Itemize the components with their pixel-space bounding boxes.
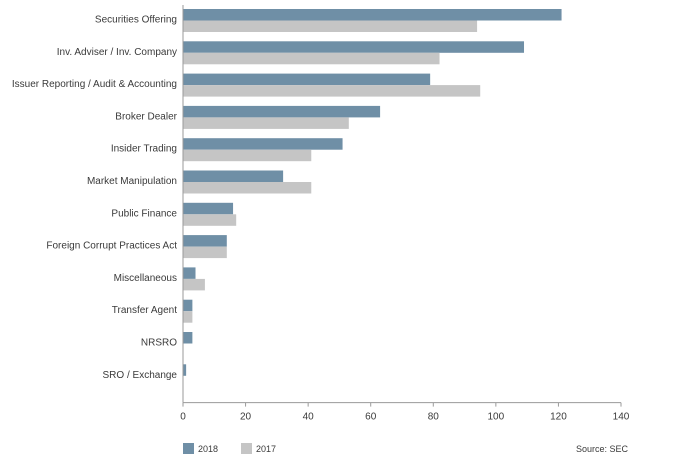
x-tick-label: 120: [550, 412, 567, 423]
bar-2017-1: [183, 52, 440, 65]
x-tick-label: 40: [303, 412, 315, 423]
category-label: Insider Trading: [111, 144, 177, 155]
category-label: NRSRO: [141, 338, 177, 349]
category-label: Miscellaneous: [114, 273, 177, 284]
bar-2017-6: [183, 214, 237, 226]
bar-2017-0: [183, 20, 478, 32]
bar-2018-8: [183, 267, 196, 279]
legend: 2018 2017: [183, 443, 276, 454]
bar-2018-6: [183, 202, 234, 215]
bar-2017-3: [183, 117, 349, 129]
category-label: Market Manipulation: [87, 176, 177, 187]
bar-2018-2: [183, 73, 431, 86]
category-label: Inv. Adviser / Inv. Company: [57, 47, 177, 58]
bar-2018-4: [183, 138, 343, 150]
x-axis-ticks: 0 20 40 60 80 100 120 140: [180, 402, 630, 423]
bar-2018-5: [183, 170, 284, 182]
legend-swatch-2017: [241, 443, 252, 454]
bar-2018-11: [183, 364, 187, 376]
category-label: Securities Offering: [95, 15, 177, 26]
bar-2017-9: [183, 311, 193, 323]
bar-2018-7: [183, 235, 227, 247]
x-tick-label: 140: [613, 412, 630, 423]
x-tick-label: 20: [240, 412, 252, 423]
bar-2017-4: [183, 149, 312, 162]
bars-layer: [183, 9, 562, 376]
source-note: Source: SEC: [576, 444, 629, 454]
category-label: Broker Dealer: [115, 111, 177, 122]
category-label: Transfer Agent: [112, 305, 177, 316]
x-tick-label: 60: [365, 412, 377, 423]
bar-2018-3: [183, 105, 381, 118]
bar-2018-0: [183, 9, 562, 21]
x-tick-label: 100: [488, 412, 505, 423]
category-labels: Securities Offering Inv. Adviser / Inv. C…: [12, 15, 178, 381]
bar-2017-5: [183, 182, 312, 194]
category-label: Issuer Reporting / Audit & Accounting: [12, 79, 177, 90]
legend-swatch-2018: [183, 443, 194, 454]
bar-2018-9: [183, 299, 193, 312]
bar-2017-2: [183, 85, 481, 97]
bar-2017-8: [183, 278, 205, 291]
bar-2018-10: [183, 332, 193, 344]
legend-label-2018: 2018: [198, 444, 218, 454]
legend-label-2017: 2017: [256, 444, 276, 454]
x-tick-label: 80: [428, 412, 440, 423]
bar-2018-1: [183, 41, 525, 53]
category-label: SRO / Exchange: [103, 370, 178, 381]
category-label: Public Finance: [111, 208, 177, 219]
category-label: Foreign Corrupt Practices Act: [46, 241, 177, 252]
bar-2017-7: [183, 246, 227, 259]
x-tick-label: 0: [180, 412, 186, 423]
